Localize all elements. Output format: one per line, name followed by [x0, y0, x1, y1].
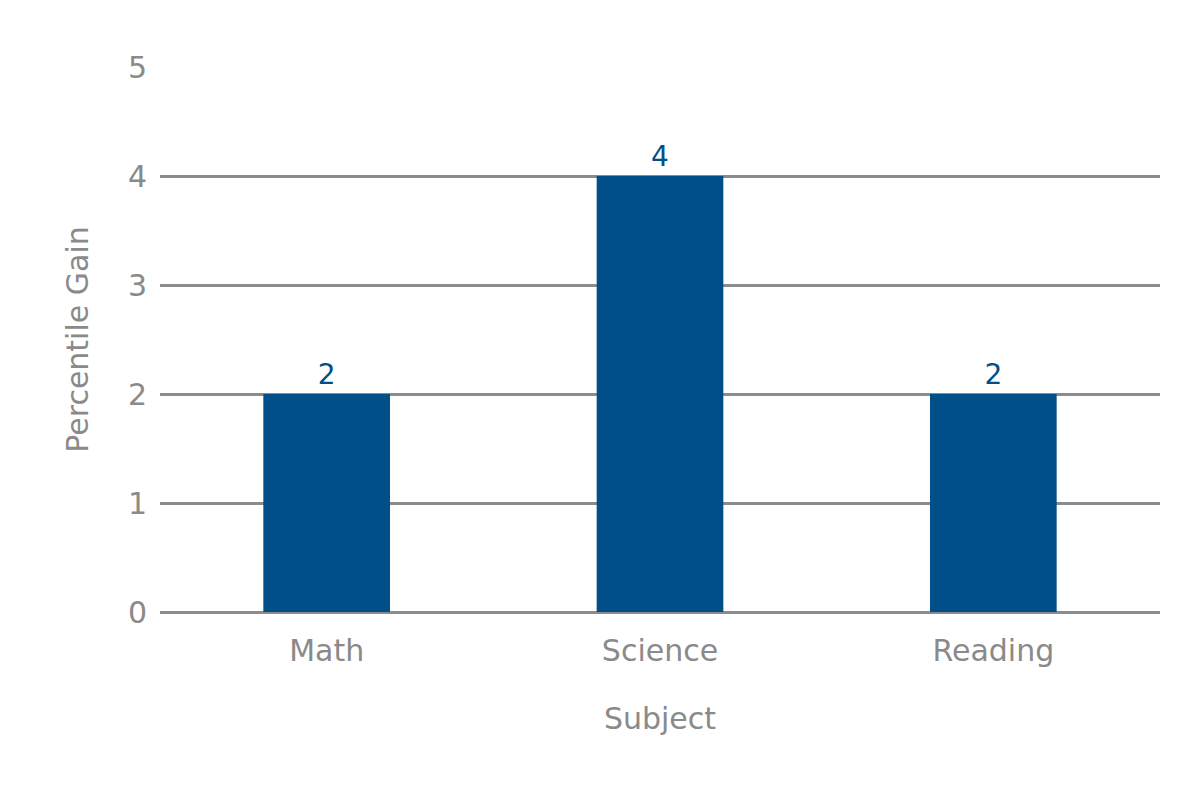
- svg-text:Subject: Subject: [604, 701, 716, 736]
- svg-text:0: 0: [128, 595, 147, 630]
- svg-text:2: 2: [984, 358, 1002, 391]
- svg-text:1: 1: [128, 486, 147, 521]
- svg-text:3: 3: [128, 268, 147, 303]
- svg-text:4: 4: [128, 159, 147, 194]
- svg-text:4: 4: [651, 140, 669, 173]
- svg-text:Reading: Reading: [932, 633, 1054, 668]
- svg-text:Percentile Gain: Percentile Gain: [60, 226, 95, 453]
- svg-text:Science: Science: [602, 633, 718, 668]
- svg-text:2: 2: [128, 377, 147, 412]
- svg-text:5: 5: [128, 50, 147, 85]
- svg-text:Math: Math: [289, 633, 364, 668]
- svg-text:2: 2: [318, 358, 336, 391]
